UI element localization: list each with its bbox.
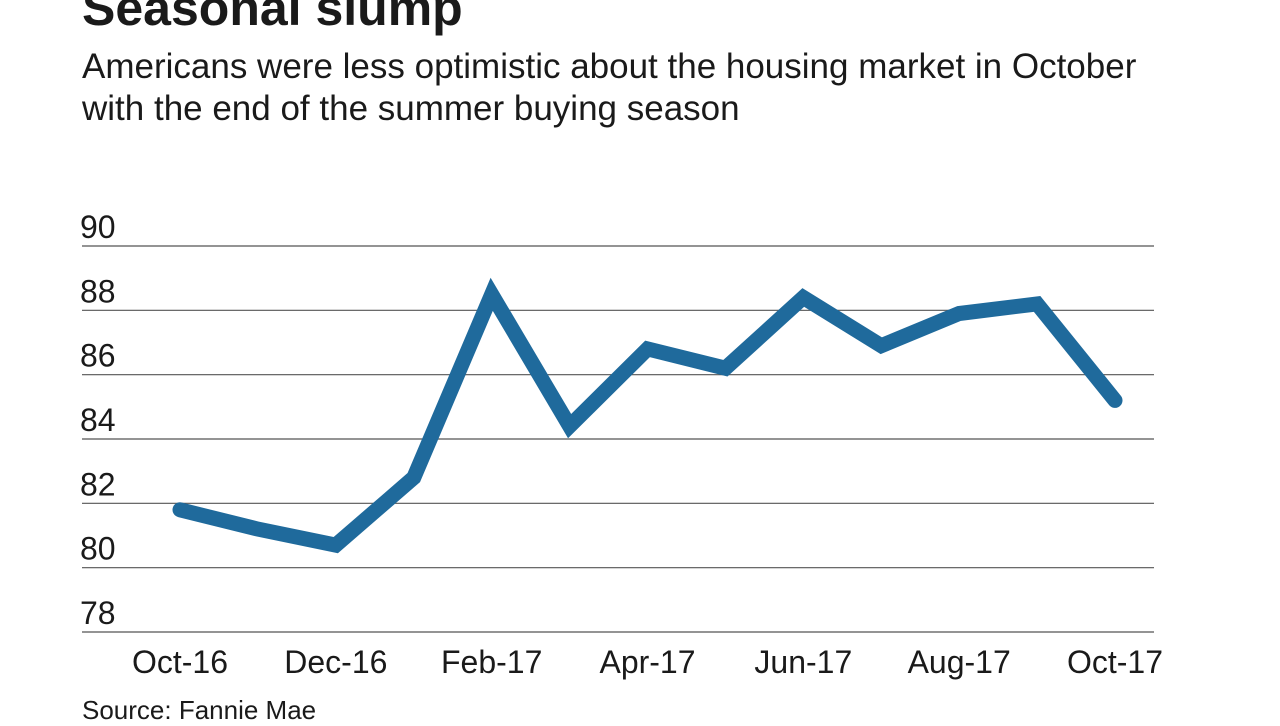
- gridlines: [82, 245, 1154, 633]
- data-point-Feb-17: [491, 293, 493, 295]
- data-point-Oct-17: [1114, 399, 1116, 401]
- x-tick-label: Aug-17: [908, 644, 1011, 680]
- data-point-Jun-17: [802, 296, 804, 298]
- data-point-Nov-16: [257, 528, 259, 530]
- y-tick-label: 86: [80, 338, 116, 374]
- y-tick-label: 82: [80, 466, 116, 502]
- y-tick-label: 84: [80, 402, 116, 438]
- data-point-Sep-17: [1036, 303, 1038, 305]
- x-tick-label: Jun-17: [754, 644, 852, 680]
- x-tick-label: Feb-17: [441, 644, 542, 680]
- x-tick-label: Oct-16: [132, 644, 228, 680]
- chart-subtitle: Americans were less optimistic about the…: [82, 47, 1137, 128]
- y-tick-label: 90: [80, 209, 116, 245]
- y-tick-label: 88: [80, 273, 116, 309]
- x-tick-label: Dec-16: [284, 644, 387, 680]
- x-tick-label: Apr-17: [599, 644, 695, 680]
- chart-title: Seasonal slump: [82, 0, 463, 36]
- y-axis-ticks: 90 88 86 84 82 80 78: [80, 209, 116, 631]
- series-layer: [172, 277, 1123, 554]
- x-axis-ticks: Oct-16 Dec-16 Feb-17 Apr-17 Jun-17 Aug-17 Oct-…: [132, 644, 1163, 680]
- data-point-Apr-17: [647, 348, 649, 350]
- data-point-Dec-16: [335, 544, 337, 546]
- x-tick-label: Oct-17: [1067, 644, 1163, 680]
- data-point-Mar-17: [569, 425, 571, 427]
- data-point-Aug-17: [958, 313, 960, 315]
- source-note: Source: Fannie Mae: [82, 695, 317, 725]
- y-tick-label: 78: [80, 595, 116, 631]
- data-point-Jul-17: [880, 345, 882, 347]
- y-tick-label: 80: [80, 531, 116, 567]
- data-point-Oct-16: [179, 509, 181, 511]
- series-line-0: [172, 277, 1123, 554]
- data-point-Jan-17: [413, 477, 415, 479]
- data-point-May-17: [724, 367, 726, 369]
